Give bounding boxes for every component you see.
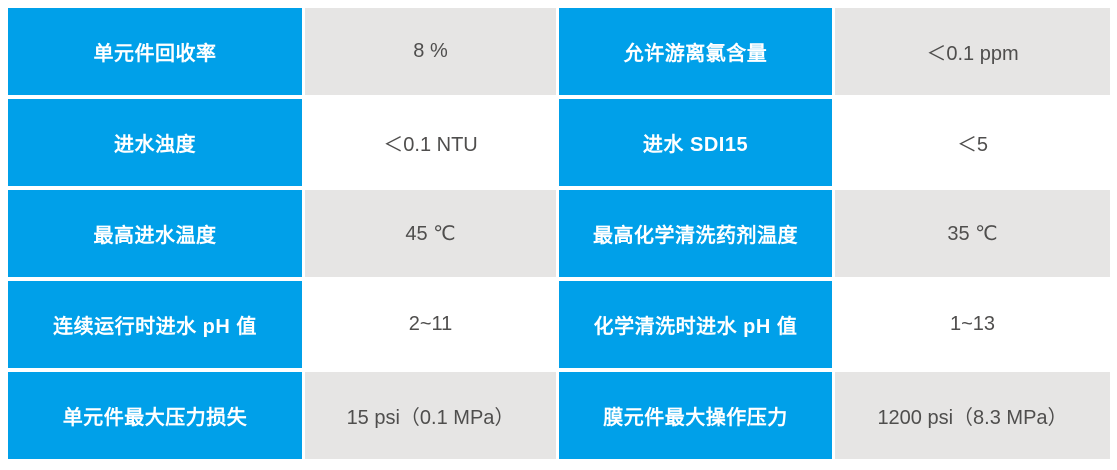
spec-label-unit-recovery-rate: 单元件回收率 (8, 8, 302, 95)
spec-label-max-pressure-drop: 单元件最大压力损失 (8, 372, 302, 459)
spec-label-max-cleaning-temperature: 最高化学清洗药剂温度 (559, 190, 832, 277)
spec-label-cleaning-ph-range: 化学清洗时进水 pH 值 (559, 281, 832, 368)
spec-value-max-cleaning-temperature: 35 ℃ (835, 190, 1110, 277)
spec-value-free-chlorine-allowed: ＜0.1 ppm (835, 8, 1110, 95)
spec-value-cleaning-ph-range: 1~13 (835, 281, 1110, 368)
spec-label-max-feed-temperature: 最高进水温度 (8, 190, 302, 277)
spec-label-feed-sdi15: 进水 SDI15 (559, 99, 832, 186)
spec-label-feed-turbidity: 进水浊度 (8, 99, 302, 186)
spec-table: 单元件回收率 8 % 允许游离氯含量 ＜0.1 ppm 进水浊度 ＜0.1 NT… (8, 8, 1117, 459)
spec-value-feed-turbidity: ＜0.1 NTU (305, 99, 556, 186)
spec-value-max-feed-temperature: 45 ℃ (305, 190, 556, 277)
spec-value-max-operating-pressure: 1200 psi（8.3 MPa） (835, 372, 1110, 459)
spec-value-max-pressure-drop: 15 psi（0.1 MPa） (305, 372, 556, 459)
spec-value-continuous-ph-range: 2~11 (305, 281, 556, 368)
spec-label-free-chlorine-allowed: 允许游离氯含量 (559, 8, 832, 95)
spec-label-continuous-ph-range: 连续运行时进水 pH 值 (8, 281, 302, 368)
spec-value-unit-recovery-rate: 8 % (305, 8, 556, 95)
spec-value-feed-sdi15: ＜5 (835, 99, 1110, 186)
spec-label-max-operating-pressure: 膜元件最大操作压力 (559, 372, 832, 459)
